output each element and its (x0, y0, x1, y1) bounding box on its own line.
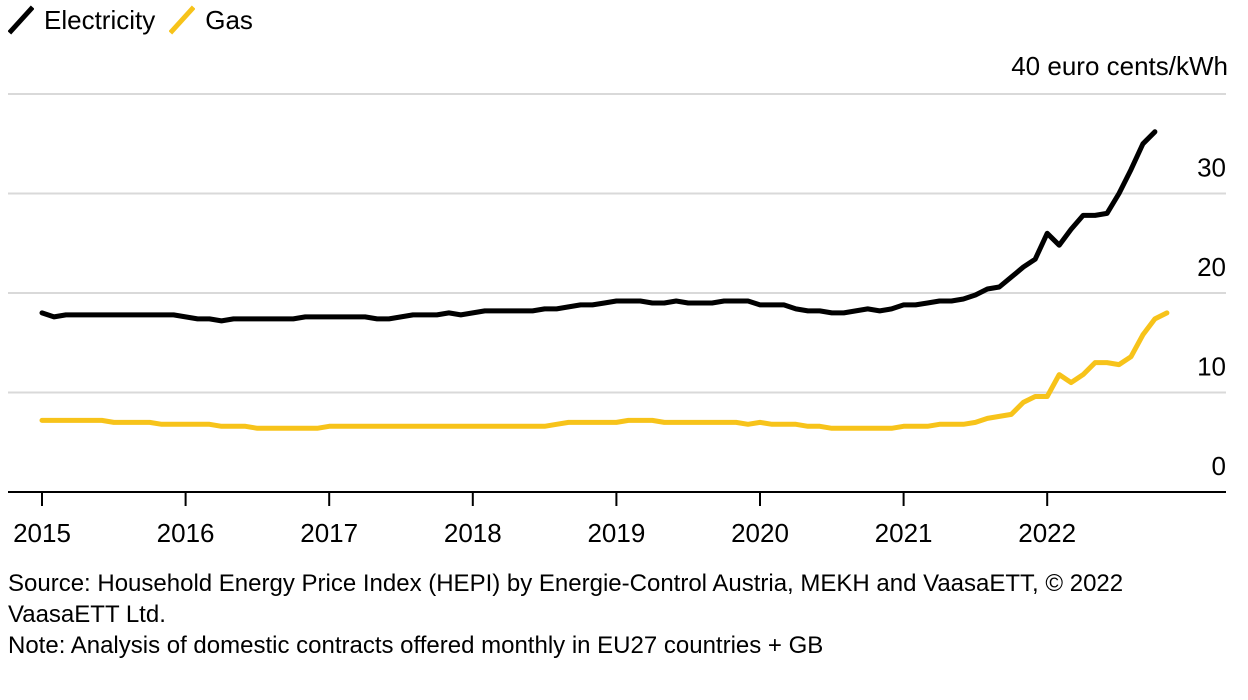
x-tick-label-2021: 2021 (875, 518, 933, 548)
legend-label-electricity: Electricity (44, 4, 156, 35)
x-tick-label-2020: 2020 (731, 518, 789, 548)
y-tick-label-30: 30 (1197, 153, 1226, 183)
legend-item-gas[interactable]: Gas (169, 5, 253, 36)
y-gridlines (8, 93, 1226, 394)
x-tick-label-2016: 2016 (157, 518, 215, 548)
x-tick-label-2017: 2017 (300, 518, 358, 548)
x-tick-label-2015: 2015 (13, 518, 71, 548)
analysis-note: Note: Analysis of domestic contracts off… (8, 632, 824, 659)
x-tick-label-2022: 2022 (1018, 518, 1076, 548)
x-tick-label-2019: 2019 (587, 518, 645, 548)
series-lines (39, 129, 1170, 431)
footer: Source: Household Energy Price Index (HE… (8, 568, 1238, 661)
legend-item-electricity[interactable]: Electricity (8, 5, 155, 36)
legend-label-gas: Gas (205, 4, 253, 35)
price-line-chart: 2015 2016 2017 2018 2019 2020 2021 2022 0 10 20 30… (8, 51, 1228, 548)
electricity-line-icon (8, 5, 34, 35)
y-tick-label-20: 20 (1197, 252, 1226, 282)
series-line-gas (39, 310, 1170, 431)
source-note: Source: Household Energy Price Index (HE… (8, 570, 1124, 628)
series-line-electricity (39, 129, 1158, 324)
y-axis-unit-label: 40 euro cents/kWh (1011, 51, 1228, 81)
x-axis: 2015 2016 2017 2018 2019 2020 2021 2022 (8, 491, 1226, 548)
gas-line-icon (169, 5, 196, 35)
legend: Electricity Gas (8, 4, 267, 36)
y-tick-label-10: 10 (1197, 352, 1226, 382)
x-tick-label-2018: 2018 (444, 518, 502, 548)
y-tick-labels: 0 10 20 30 (1197, 153, 1226, 482)
y-tick-label-0: 0 (1212, 451, 1226, 481)
